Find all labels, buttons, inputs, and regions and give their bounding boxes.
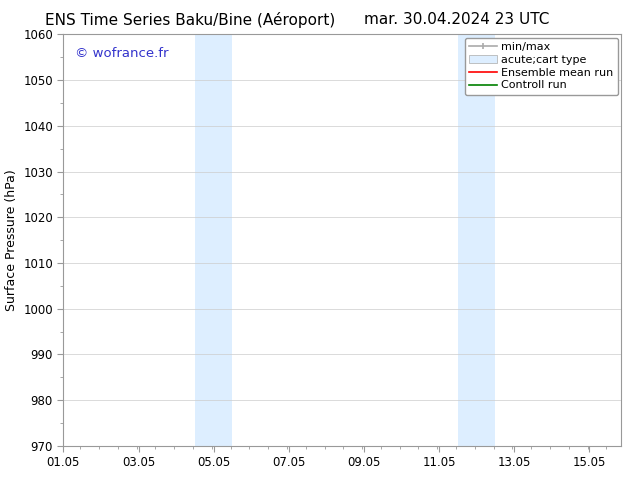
Legend: min/max, acute;cart type, Ensemble mean run, Controll run: min/max, acute;cart type, Ensemble mean … xyxy=(465,38,618,95)
Text: ENS Time Series Baku/Bine (Aéroport): ENS Time Series Baku/Bine (Aéroport) xyxy=(45,12,335,28)
Bar xyxy=(458,34,495,446)
Bar xyxy=(195,34,233,446)
Text: © wofrance.fr: © wofrance.fr xyxy=(75,47,168,60)
Text: mar. 30.04.2024 23 UTC: mar. 30.04.2024 23 UTC xyxy=(364,12,549,27)
Y-axis label: Surface Pressure (hPa): Surface Pressure (hPa) xyxy=(4,169,18,311)
